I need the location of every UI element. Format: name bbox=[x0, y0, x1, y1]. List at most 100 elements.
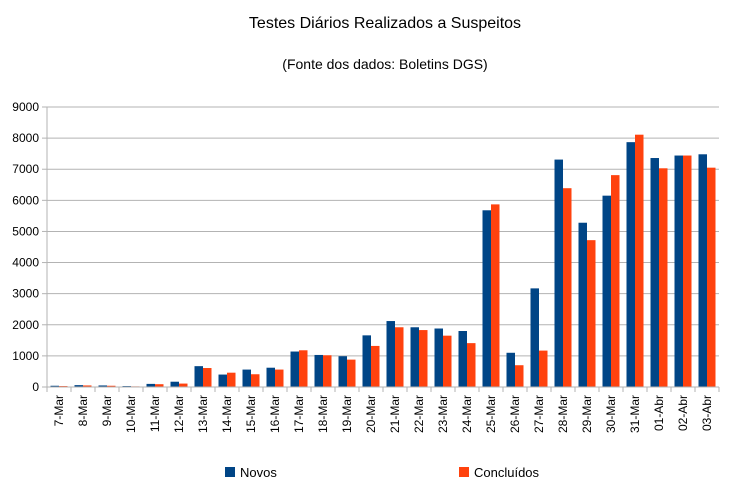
bar-novos bbox=[434, 328, 443, 387]
bar-novos bbox=[674, 155, 683, 387]
bar-novos bbox=[530, 288, 539, 387]
x-tick-label: 7-Mar bbox=[52, 395, 66, 426]
bar-novos bbox=[338, 356, 347, 387]
bar-novos bbox=[290, 351, 299, 387]
legend-label-novos: Novos bbox=[240, 465, 277, 480]
bar-novos bbox=[602, 195, 611, 387]
x-tick-label: 25-Mar bbox=[484, 395, 498, 433]
bars bbox=[50, 134, 716, 387]
legend-swatch-concluidos bbox=[459, 467, 469, 477]
x-tick-label: 24-Mar bbox=[460, 395, 474, 433]
bar-concluidos bbox=[275, 369, 284, 387]
bar-novos bbox=[482, 210, 491, 387]
bar-concluidos bbox=[683, 155, 692, 387]
bar-concluidos bbox=[539, 350, 548, 387]
bar-concluidos bbox=[563, 188, 572, 387]
bar-novos bbox=[314, 354, 323, 387]
bar-novos bbox=[242, 369, 251, 387]
bar-concluidos bbox=[371, 345, 380, 387]
bar-novos bbox=[458, 331, 467, 387]
chart-subtitle: (Fonte dos dados: Boletins DGS) bbox=[282, 56, 487, 72]
x-tick-label: 27-Mar bbox=[532, 395, 546, 433]
x-tick-label: 8-Mar bbox=[76, 395, 90, 426]
x-tick-label: 31-Mar bbox=[628, 395, 642, 433]
bar-concluidos bbox=[347, 359, 356, 387]
bar-novos bbox=[554, 159, 563, 387]
bar-concluidos bbox=[515, 365, 524, 387]
bar-concluidos bbox=[395, 327, 404, 387]
x-tick-label: 13-Mar bbox=[196, 395, 210, 433]
bar-novos bbox=[266, 367, 275, 387]
bar-concluidos bbox=[179, 383, 188, 387]
bar-concluidos bbox=[491, 204, 500, 387]
x-axis: 7-Mar 8-Mar 9-Mar 10-Mar 11-Mar 12-Mar 13-Mar 1… bbox=[46, 387, 720, 433]
bar-novos bbox=[98, 385, 107, 387]
legend-swatch-novos bbox=[225, 467, 235, 477]
bar-concluidos bbox=[443, 335, 452, 387]
x-tick-label: 17-Mar bbox=[292, 395, 306, 433]
bar-novos bbox=[410, 327, 419, 387]
bar-novos bbox=[218, 374, 227, 387]
x-tick-label: 01-Abr bbox=[652, 395, 666, 431]
x-tick-label: 28-Mar bbox=[556, 395, 570, 433]
x-tick-label: 12-Mar bbox=[172, 395, 186, 433]
grid-lines bbox=[47, 106, 719, 388]
bar-concluidos bbox=[659, 168, 668, 387]
x-tick-label: 20-Mar bbox=[364, 395, 378, 433]
y-tick-label: 8000 bbox=[12, 131, 39, 145]
x-tick-label: 15-Mar bbox=[244, 395, 258, 433]
y-tick-label: 5000 bbox=[12, 224, 39, 238]
bar-novos bbox=[362, 335, 371, 387]
bar-concluidos bbox=[323, 355, 332, 387]
y-tick-label: 1000 bbox=[12, 349, 39, 363]
x-tick-label: 30-Mar bbox=[604, 395, 618, 433]
x-tick-label: 16-Mar bbox=[268, 395, 282, 433]
x-tick-label: 11-Mar bbox=[148, 395, 162, 432]
legend: Novos Concluídos bbox=[225, 465, 540, 480]
x-tick-label: 10-Mar bbox=[124, 395, 138, 433]
x-tick-label: 03-Abr bbox=[700, 395, 714, 431]
y-tick-label: 9000 bbox=[12, 100, 39, 114]
y-tick-label: 2000 bbox=[12, 318, 39, 332]
bar-concluidos bbox=[155, 384, 164, 387]
bar-novos bbox=[650, 158, 659, 387]
x-tick-label: 19-Mar bbox=[340, 395, 354, 433]
bar-novos bbox=[386, 321, 395, 387]
bar-novos bbox=[698, 154, 707, 387]
x-tick-label: 23-Mar bbox=[436, 395, 450, 433]
bar-novos bbox=[74, 385, 83, 387]
bar-concluidos bbox=[107, 385, 116, 387]
x-tick-label: 14-Mar bbox=[220, 395, 234, 433]
bar-concluidos bbox=[587, 240, 596, 387]
x-tick-label: 18-Mar bbox=[316, 395, 330, 433]
y-axis: 0 1000 2000 3000 4000 5000 6000 7000 8000 9000 bbox=[12, 100, 47, 394]
y-tick-label: 3000 bbox=[12, 287, 39, 301]
chart-title: Testes Diários Realizados a Suspeitos bbox=[249, 15, 521, 32]
legend-label-concluidos: Concluídos bbox=[474, 465, 540, 480]
bar-concluidos bbox=[299, 350, 308, 387]
y-tick-label: 0 bbox=[32, 380, 39, 394]
bar-novos bbox=[50, 385, 59, 387]
x-tick-label: 9-Mar bbox=[100, 395, 114, 426]
bar-concluidos bbox=[419, 330, 428, 387]
bar-novos bbox=[194, 366, 203, 387]
bar-novos bbox=[170, 381, 179, 387]
bar-concluidos bbox=[251, 374, 260, 387]
bar-novos bbox=[506, 352, 515, 387]
y-tick-label: 6000 bbox=[12, 193, 39, 207]
bar-concluidos bbox=[227, 372, 236, 387]
bar-concluidos bbox=[635, 134, 644, 387]
bar-concluidos bbox=[203, 368, 212, 387]
x-tick-label: 21-Mar bbox=[388, 395, 402, 433]
x-tick-label: 02-Abr bbox=[676, 395, 690, 431]
bar-novos bbox=[578, 222, 587, 387]
x-tick-label: 26-Mar bbox=[508, 395, 522, 433]
x-tick-label: 29-Mar bbox=[580, 395, 594, 433]
y-tick-label: 4000 bbox=[12, 256, 39, 270]
bar-concluidos bbox=[467, 343, 476, 387]
bar-concluidos bbox=[611, 175, 620, 387]
x-tick-label: 22-Mar bbox=[412, 395, 426, 433]
bar-novos bbox=[626, 142, 635, 387]
bar-novos bbox=[146, 383, 155, 387]
